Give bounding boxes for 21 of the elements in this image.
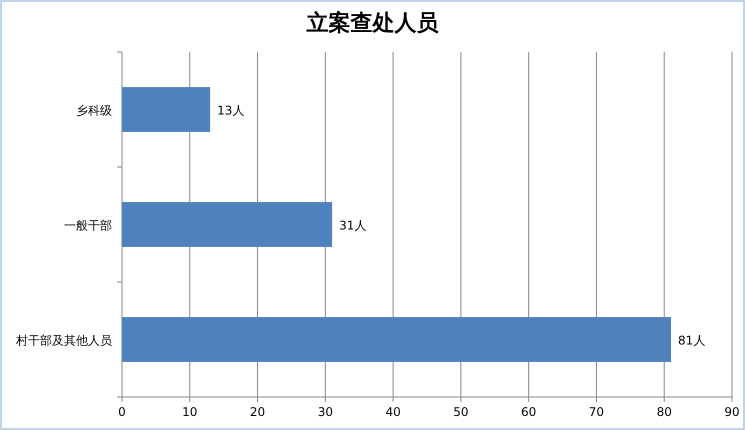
x-tick-label: 0 (118, 405, 126, 419)
data-label: 81人 (678, 334, 706, 348)
chart-title: 立案查处人员 (306, 10, 440, 36)
x-tick-label: 10 (182, 405, 198, 419)
data-label: 31人 (339, 218, 366, 232)
x-tick-label: 60 (521, 405, 536, 419)
bar (122, 317, 671, 362)
plot: 0 10 20 30 40 50 60 70 80 90 13人 31人 81人 乡科级 一般干部 村干部及其他人员 (16, 52, 740, 419)
bar (122, 202, 332, 247)
x-tick-label: 40 (385, 405, 401, 419)
x-tick-label: 80 (656, 405, 672, 419)
y-tick-label: 村干部及其他人员 (15, 334, 112, 348)
y-tick-label: 乡科级 (76, 104, 112, 118)
data-label: 13人 (217, 104, 244, 118)
x-tick-label: 30 (318, 405, 333, 419)
x-tick-label: 50 (453, 405, 469, 419)
y-tick-label: 一般干部 (64, 218, 112, 232)
x-tick-label: 20 (250, 405, 266, 419)
x-tick-label: 90 (724, 405, 740, 419)
x-tick-label: 70 (588, 405, 604, 419)
bar (122, 87, 210, 132)
